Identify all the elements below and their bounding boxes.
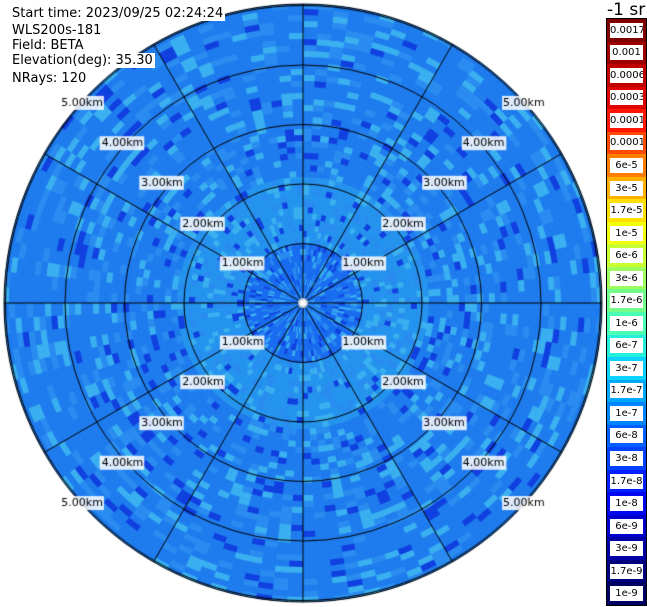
colorbar-tick-label: 6e-7	[610, 338, 643, 354]
colorbar-tick-label: 1.7e-7	[610, 383, 643, 399]
colorbar-tick-label: 0.0003	[610, 90, 643, 106]
colorbar-tick-label: 0.0006	[610, 67, 643, 83]
colorbar-tick-label: 6e-5	[610, 158, 643, 173]
elevation-label: Elevation(deg): 35.30	[10, 53, 155, 68]
colorbar: 0.0017 0.001 0.0006 0.0003 0.00017 0.0001 6e-5…	[606, 18, 647, 606]
colorbar-tick-label: 3e-7	[610, 360, 643, 376]
colorbar-tick-label: 1.7e-9	[610, 563, 643, 579]
nrays-label: NRays: 120	[10, 71, 89, 86]
colorbar-tick-label: 1e-8	[610, 496, 643, 512]
colorbar-tick-label: 0.00017	[610, 112, 643, 128]
colorbar-tick-label: 3e-5	[610, 180, 643, 196]
ppi-scan-canvas	[0, 0, 606, 607]
colorbar-title: -1 sr	[607, 0, 646, 20]
start-time-label: Start time: 2023/09/25 02:24:24	[10, 6, 226, 21]
instrument-label: WLS200s-181	[10, 23, 104, 38]
colorbar-tick-label: 0.0001	[610, 135, 643, 151]
field-label: Field: BETA	[10, 38, 86, 53]
colorbar-tick-label: 3e-8	[610, 451, 643, 466]
colorbar-tick-label: 1.7e-6	[610, 293, 643, 309]
colorbar-tick-label: 0.001	[610, 45, 643, 61]
colorbar-tick-label: 1e-5	[610, 225, 643, 241]
colorbar-tick-label: 1e-9	[610, 586, 643, 602]
colorbar-tick-label: 3e-6	[610, 270, 643, 286]
colorbar-tick-label: 1e-6	[610, 315, 643, 331]
colorbar-tick-label: 6e-8	[610, 428, 643, 444]
colorbar-tick-label: 1.7e-8	[610, 473, 643, 489]
colorbar-tick-label: 0.0017	[610, 22, 643, 38]
colorbar-tick-label: 3e-9	[610, 541, 643, 557]
colorbar-tick-label: 6e-6	[610, 248, 643, 264]
colorbar-tick-label: 1.7e-5	[610, 203, 643, 219]
colorbar-tick-label: 6e-9	[610, 518, 643, 534]
colorbar-tick-label: 1e-7	[610, 405, 643, 421]
